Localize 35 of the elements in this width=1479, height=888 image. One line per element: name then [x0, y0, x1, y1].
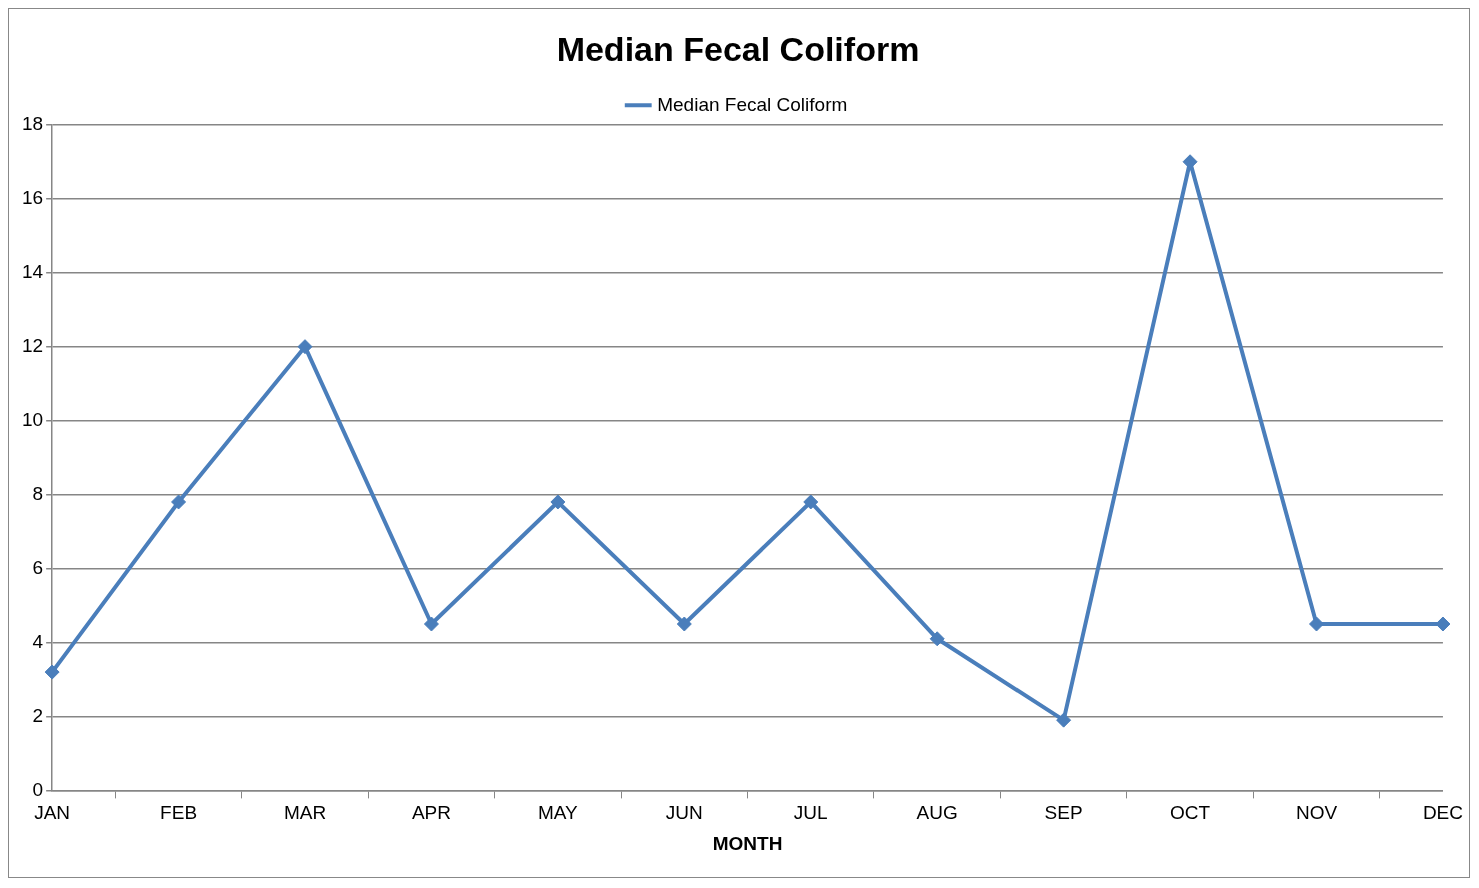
y-tick-label: 16	[21, 186, 44, 208]
y-tick-label: 4	[32, 630, 44, 652]
point	[929, 631, 945, 647]
point	[803, 494, 819, 510]
x-tick-label: MAY	[538, 802, 579, 824]
x-tick-label: JAN	[34, 802, 71, 824]
x-tick-label: FEB	[160, 802, 198, 824]
y-tick-label: 2	[32, 704, 44, 726]
point	[1056, 712, 1072, 728]
y-tick-label: 14	[21, 260, 44, 282]
x-tick-label: DEC	[1422, 802, 1463, 824]
y-tick-label: 18	[21, 113, 44, 135]
point	[1435, 616, 1451, 632]
point	[423, 616, 439, 632]
x-tick-label: JUL	[793, 802, 828, 824]
x-axis-title: MONTH	[712, 832, 783, 854]
y-tick-label: 0	[32, 778, 44, 800]
x-tick-label: OCT	[1170, 802, 1211, 824]
y-tick-label: 6	[32, 556, 44, 578]
chart-title: Median Fecal Coliform	[556, 29, 920, 68]
point	[676, 616, 692, 632]
x-tick-label: SEP	[1044, 802, 1083, 824]
point	[171, 494, 187, 510]
x-tick-label: JUN	[665, 802, 703, 824]
y-tick-label: 10	[21, 408, 44, 430]
point	[44, 664, 60, 680]
point	[297, 339, 313, 355]
y-tick-label: 8	[32, 482, 44, 504]
x-tick-label: AUG	[916, 802, 958, 824]
legend-label: Median Fecal Coliform	[657, 93, 848, 115]
x-tick-label: MAR	[283, 802, 327, 824]
y-tick-label: 12	[21, 334, 44, 356]
x-tick-label: APR	[411, 802, 451, 824]
point	[550, 494, 566, 510]
x-tick-label: NOV	[1295, 802, 1338, 824]
